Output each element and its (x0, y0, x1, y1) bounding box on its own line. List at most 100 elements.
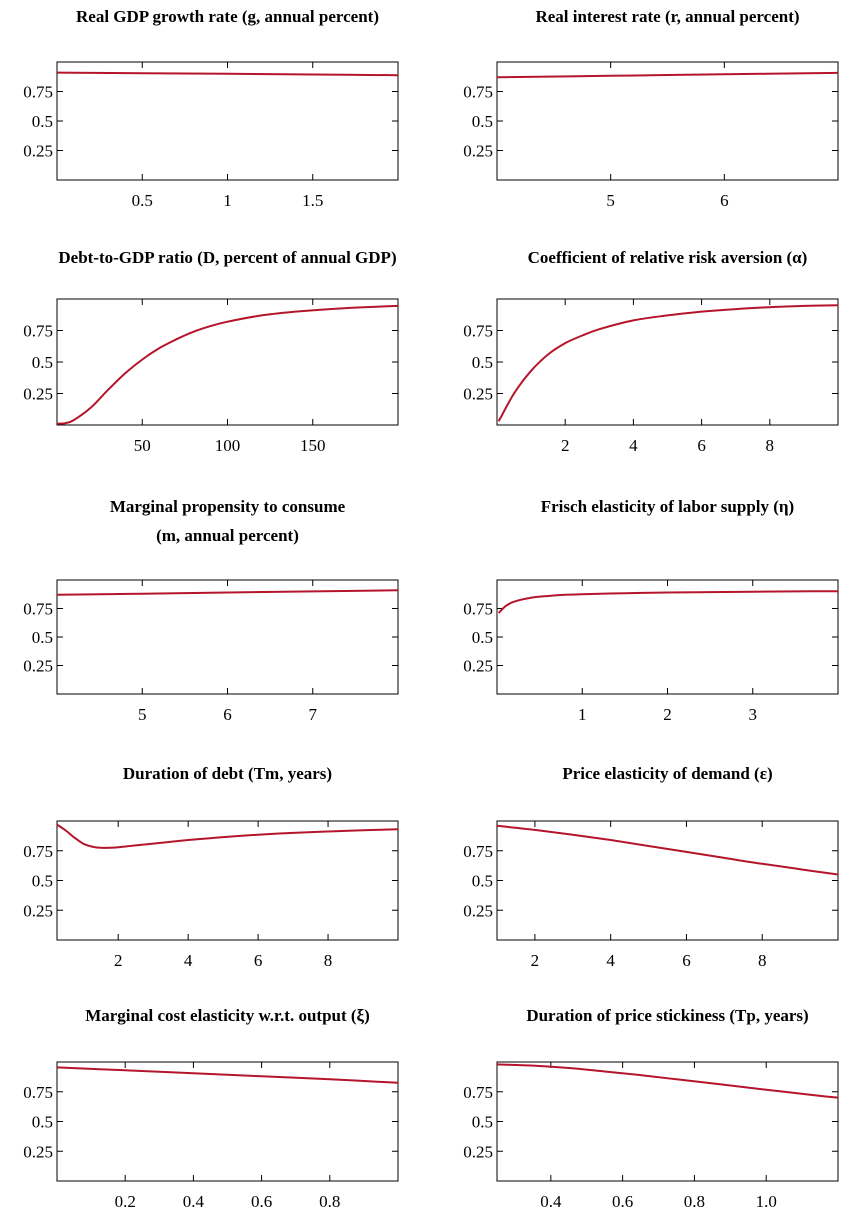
y-tick-label: 0.75 (463, 600, 493, 619)
x-tick-label: 4 (184, 951, 193, 970)
panel-title: Marginal propensity to consume (110, 497, 346, 516)
y-tick-label: 0.75 (23, 322, 53, 341)
x-tick-label: 0.8 (319, 1192, 340, 1211)
panel-3: Debt-to-GDP ratio (D, percent of annual … (23, 248, 399, 455)
x-tick-label: 7 (309, 705, 318, 724)
x-tick-label: 0.8 (684, 1192, 705, 1211)
series-line (56, 304, 399, 425)
y-tick-label: 0.75 (23, 1083, 53, 1102)
y-tick-label: 0.25 (23, 142, 53, 161)
panel-6: Frisch elasticity of labor supply (η) 0.2… (463, 497, 839, 724)
y-tick-label: 0.75 (23, 83, 53, 102)
series-line (56, 589, 399, 596)
x-tick-label: 6 (254, 951, 263, 970)
y-tick-label: 0.25 (23, 385, 53, 404)
panel-title: Duration of price stickiness (Tp, years) (526, 1006, 808, 1025)
panel-5: Marginal propensity to consume (m, annual… (23, 497, 399, 724)
plot-frame (56, 61, 399, 181)
x-tick-label: 50 (134, 436, 151, 455)
panel-9: Marginal cost elasticity w.r.t. output (… (23, 1006, 399, 1211)
x-tick-label: 0.6 (612, 1192, 633, 1211)
y-tick-label: 0.5 (472, 353, 493, 372)
panel-8: Price elasticity of demand (ε) 0.25 0.5 0.7… (463, 764, 839, 970)
panel-10: Duration of price stickiness (Tp, years)… (463, 1006, 839, 1211)
series-line (497, 304, 839, 422)
y-tick-label: 0.25 (23, 901, 53, 920)
series-line (497, 590, 839, 614)
plot-frame (496, 579, 839, 695)
x-tick-label: 1 (578, 705, 587, 724)
series-line (56, 1066, 399, 1084)
series-line (56, 823, 399, 849)
y-tick-label: 0.5 (32, 353, 53, 372)
x-tick-label: 8 (758, 951, 767, 970)
x-tick-label: 1.5 (302, 191, 323, 210)
panel-2: Real interest rate (r, annual percent) 0.… (463, 7, 839, 210)
panel-title: Frisch elasticity of labor supply (η) (541, 497, 794, 516)
plot-frame (56, 298, 399, 426)
panel-title: (m, annual percent) (156, 526, 299, 545)
x-tick-label: 5 (606, 191, 615, 210)
y-tick-label: 0.25 (463, 142, 493, 161)
y-tick-label: 0.5 (472, 112, 493, 131)
x-tick-label: 2 (663, 705, 672, 724)
plot-frame (56, 820, 399, 941)
y-tick-label: 0.25 (463, 385, 493, 404)
plot-frame (496, 298, 839, 426)
y-tick-label: 0.5 (472, 872, 493, 891)
series-line (496, 1063, 839, 1099)
plot-frame (496, 61, 839, 181)
y-tick-label: 0.75 (463, 842, 493, 861)
x-tick-label: 6 (697, 436, 706, 455)
y-tick-label: 0.75 (463, 1083, 493, 1102)
x-tick-label: 0.6 (251, 1192, 272, 1211)
x-tick-label: 0.5 (132, 191, 153, 210)
x-tick-label: 3 (749, 705, 758, 724)
plot-frame (56, 579, 399, 695)
panel-title: Duration of debt (Tm, years) (123, 764, 332, 783)
y-tick-label: 0.25 (463, 1142, 493, 1161)
x-tick-label: 0.2 (115, 1192, 136, 1211)
y-tick-label: 0.5 (32, 872, 53, 891)
plot-frame (496, 1061, 839, 1182)
x-tick-label: 1 (223, 191, 232, 210)
series-line (496, 71, 839, 79)
y-tick-label: 0.25 (463, 901, 493, 920)
y-tick-label: 0.25 (463, 657, 493, 676)
panel-7: Duration of debt (Tm, years) 0.25 0.5 0.75 2… (23, 764, 399, 970)
x-tick-label: 0.4 (540, 1192, 562, 1211)
panel-4: Coefficient of relative risk aversion (α… (463, 248, 839, 455)
x-tick-label: 2 (114, 951, 123, 970)
y-tick-label: 0.5 (32, 112, 53, 131)
x-tick-label: 4 (606, 951, 615, 970)
x-tick-label: 8 (324, 951, 333, 970)
x-tick-label: 2 (531, 951, 540, 970)
x-tick-label: 0.4 (183, 1192, 205, 1211)
panel-title: Marginal cost elasticity w.r.t. output (… (85, 1006, 370, 1025)
y-tick-label: 0.5 (32, 1113, 53, 1132)
y-tick-label: 0.25 (23, 1142, 53, 1161)
x-tick-label: 150 (300, 436, 326, 455)
series-line (56, 71, 399, 77)
panel-title: Coefficient of relative risk aversion (α… (528, 248, 808, 267)
plot-frame (496, 820, 839, 941)
x-tick-label: 5 (138, 705, 147, 724)
y-tick-label: 0.5 (472, 628, 493, 647)
y-tick-label: 0.25 (23, 657, 53, 676)
x-tick-label: 6 (682, 951, 691, 970)
x-tick-label: 4 (629, 436, 638, 455)
x-tick-label: 1.0 (756, 1192, 777, 1211)
series-line (496, 824, 839, 876)
panel-title: Real GDP growth rate (g, annual percent) (76, 7, 379, 26)
x-tick-label: 8 (766, 436, 775, 455)
y-tick-label: 0.75 (23, 842, 53, 861)
y-tick-label: 0.75 (463, 83, 493, 102)
y-tick-label: 0.5 (32, 628, 53, 647)
y-tick-label: 0.75 (23, 600, 53, 619)
y-tick-label: 0.75 (463, 322, 493, 341)
panel-title: Price elasticity of demand (ε) (562, 764, 772, 783)
panel-title: Debt-to-GDP ratio (D, percent of annual … (58, 248, 396, 267)
y-tick-label: 0.5 (472, 1113, 493, 1132)
panel-1: Real GDP growth rate (g, annual percent)… (23, 7, 399, 210)
